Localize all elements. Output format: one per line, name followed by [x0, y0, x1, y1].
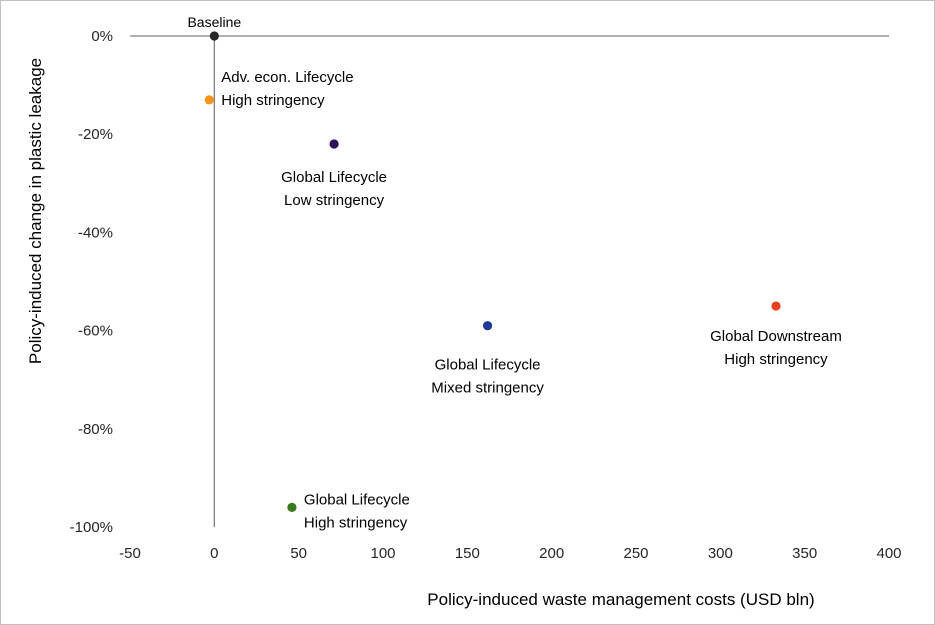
x-tick-label: 100: [370, 545, 395, 562]
y-axis-title: Policy-induced change in plastic leakage: [26, 58, 45, 364]
y-tick-label: -40%: [78, 224, 113, 241]
y-tick-label: -80%: [78, 421, 113, 438]
data-point: [329, 139, 339, 149]
y-tick-label: -60%: [78, 323, 113, 340]
x-tick-label: 150: [455, 545, 480, 562]
data-point: [482, 321, 493, 331]
x-tick-label: -50: [119, 545, 141, 562]
x-tick-label: 50: [290, 545, 307, 562]
data-point: [209, 31, 219, 41]
point-label: Low stringency: [284, 192, 385, 209]
points-layer: [204, 31, 781, 512]
x-tick-label: 300: [708, 545, 733, 562]
point-label: Global Downstream: [710, 328, 842, 345]
data-point: [287, 502, 297, 512]
axes-layer: [130, 35, 889, 527]
point-label: High stringency: [724, 351, 828, 368]
y-tick-label: 0%: [91, 28, 113, 45]
point-label: High stringency: [221, 92, 325, 109]
data-point: [771, 301, 781, 311]
point-label: Global Lifecycle: [281, 169, 387, 186]
point-label: Baseline: [187, 14, 241, 30]
point-label: Mixed stringency: [431, 380, 544, 397]
x-tick-label: 350: [792, 545, 817, 562]
point-label: Global Lifecycle: [304, 491, 410, 508]
data-point: [204, 95, 214, 105]
y-tick-label: -20%: [78, 126, 113, 143]
y-tick-label: -100%: [70, 519, 113, 536]
point-label: Adv. econ. Lifecycle: [221, 69, 353, 86]
x-tick-label: 400: [876, 545, 901, 562]
point-labels-layer: Baseline Adv. econ. Lifecycle High stringe…: [187, 14, 841, 531]
x-tick-label: 200: [539, 545, 564, 562]
x-tick-label: 250: [623, 545, 648, 562]
tick-labels-layer: -50 0 50 100 150 200 250 300 350 400 0% -20% -40% -60…: [70, 28, 902, 562]
point-label: High stringency: [304, 514, 408, 531]
x-tick-label: 0: [210, 545, 218, 562]
x-axis-title: Policy-induced waste management costs (U…: [427, 590, 814, 609]
point-label: Global Lifecycle: [435, 357, 541, 374]
